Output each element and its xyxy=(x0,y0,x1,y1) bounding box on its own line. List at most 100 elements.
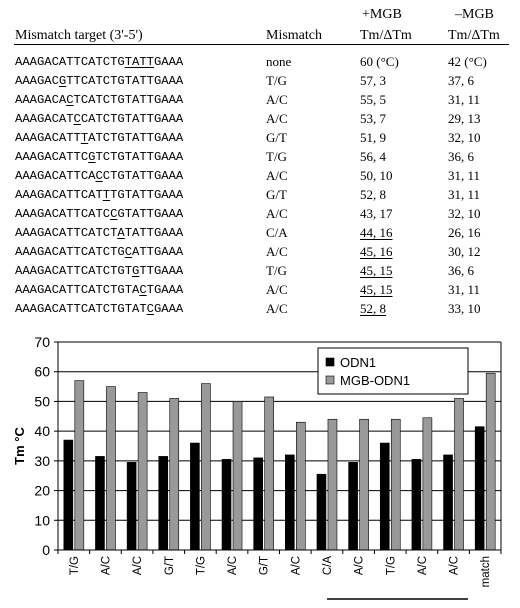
minus-mgb-value: 33, 10 xyxy=(448,301,481,316)
x-tick-label: A/C xyxy=(417,556,429,575)
x-tick-label: G/T xyxy=(164,556,176,575)
seq-mismatch-base: A xyxy=(117,226,125,240)
seq-post: CTGTATTGAAA xyxy=(102,169,184,183)
legend-swatch-mgb-odn1 xyxy=(325,375,335,385)
bar-odn1 xyxy=(285,454,295,551)
bar-odn1 xyxy=(443,454,453,551)
seq-pre: AAAGACATTCAT xyxy=(15,188,103,202)
plus-mgb-value: 45, 16 xyxy=(360,244,393,259)
minus-mgb-value: 32, 10 xyxy=(448,206,481,221)
bar-odn1 xyxy=(126,462,137,551)
mismatch-type: none xyxy=(266,54,292,69)
y-tick-label: 0 xyxy=(42,542,50,558)
header-minus-mgb: –MGB xyxy=(455,7,494,22)
y-tick-label: 60 xyxy=(34,364,50,380)
seq-post: ATTGAAA xyxy=(132,245,184,259)
mismatch-type: T/G xyxy=(266,73,287,88)
minus-mgb-value: 31, 11 xyxy=(448,168,481,183)
target-sequence: AAAGACATTCATCTGTGTTGAAA xyxy=(15,262,183,280)
bar-odn1 xyxy=(221,459,232,551)
x-tick-label: A/C xyxy=(290,556,302,575)
bar-odn1 xyxy=(474,426,485,551)
seq-pre: AAAGACATTCATCT xyxy=(15,226,118,240)
header-mismatch: Mismatch xyxy=(266,28,322,43)
bar-mgb-odn1 xyxy=(137,392,148,551)
mismatch-type: G/T xyxy=(266,187,287,202)
target-sequence: AAAGACACTCATCTGTATTGAAA xyxy=(15,91,183,109)
seq-mismatch-base: T xyxy=(80,131,89,145)
seq-post: TGTATTGAAA xyxy=(110,188,184,202)
x-tick-label: match xyxy=(480,556,492,587)
x-tick-label: G/T xyxy=(259,556,271,575)
table-row: AAAGACATTCATCTGTATCGAAA A/C 52, 8 33, 10 xyxy=(0,300,520,318)
y-tick-label: 40 xyxy=(34,423,50,439)
y-tick-label: 70 xyxy=(34,335,50,350)
table-row: AAAGACATTTATCTGTATTGAAA G/T 51, 9 32, 10 xyxy=(0,129,520,147)
mismatch-type: T/G xyxy=(266,263,287,278)
legend: ODN1 MGB-ODN1 xyxy=(317,347,469,395)
seq-post: GAAA xyxy=(153,302,184,316)
minus-mgb-value: 36, 6 xyxy=(448,149,474,164)
plus-mgb-value: 52, 8 xyxy=(360,301,386,316)
minus-mgb-value: 42 (°C) xyxy=(448,54,487,69)
bar-odn1 xyxy=(158,456,169,551)
target-sequence: AAAGACATTCATTTGTATTGAAA xyxy=(15,186,183,204)
y-tick-label: 20 xyxy=(34,483,50,499)
target-sequence: AAAGACATTCATCCGTATTGAAA xyxy=(15,205,183,223)
minus-mgb-value: 29, 13 xyxy=(448,111,481,126)
plus-mgb-value: 43, 17 xyxy=(360,206,393,221)
table-row: AAAGACATTCGTCTGTATTGAAA T/G 56, 4 36, 6 xyxy=(0,148,520,166)
bar-mgb-odn1 xyxy=(169,398,180,551)
table-row: AAAGACATTCATCTGTGTTGAAA T/G 45, 15 36, 6 xyxy=(0,262,520,280)
seq-mismatch-base: T xyxy=(102,188,111,202)
seq-pre: AAAGACAT xyxy=(15,112,74,126)
header-divider xyxy=(14,44,509,45)
seq-pre: AAAGACATTCA xyxy=(15,169,96,183)
minus-mgb-value: 31, 11 xyxy=(448,282,481,297)
seq-pre: AAAGAC xyxy=(15,74,59,88)
bar-mgb-odn1 xyxy=(296,421,306,551)
table-row: AAAGACATTCATCTGCATTGAAA A/C 45, 16 30, 12 xyxy=(0,243,520,261)
table-row: AAAGACGTTCATCTGTATTGAAA T/G 57, 3 37, 6 xyxy=(0,72,520,90)
legend-label-mgb-odn1: MGB-ODN1 xyxy=(340,373,410,388)
seq-pre: AAAGACATTCATC xyxy=(15,207,111,221)
plus-mgb-value: 44, 16 xyxy=(360,225,393,240)
seq-post: TCATCTGTATTGAAA xyxy=(73,93,184,107)
mismatch-type: A/C xyxy=(266,92,288,107)
bar-odn1 xyxy=(253,457,263,551)
seq-post: GAAA xyxy=(153,55,184,69)
mismatch-type: A/C xyxy=(266,301,288,316)
y-tick-label: 30 xyxy=(34,453,50,469)
target-sequence: AAAGACATTCATCTGCATTGAAA xyxy=(15,243,183,261)
seq-pre: AAAGACATTCATCTG xyxy=(15,245,125,259)
seq-mismatch-base: C xyxy=(139,283,147,297)
target-sequence: AAAGACATTCATCTGTACTGAAA xyxy=(15,281,183,299)
seq-mismatch-base: G xyxy=(88,150,96,164)
table-row: AAAGACATTCATTTGTATTGAAA G/T 52, 8 31, 11 xyxy=(0,186,520,204)
plus-mgb-value: 50, 10 xyxy=(360,168,393,183)
plus-mgb-value: 56, 4 xyxy=(360,149,386,164)
minus-mgb-value: 26, 16 xyxy=(448,225,481,240)
seq-mismatch-base: C xyxy=(110,207,118,221)
seq-post: CATCTGTATTGAAA xyxy=(80,112,184,126)
header-minus-tm: Tm/ΔTm xyxy=(448,28,500,43)
plus-mgb-value: 55, 5 xyxy=(360,92,386,107)
target-sequence: AAAGACATTCACCTGTATTGAAA xyxy=(15,167,183,185)
table-row: AAAGACATTCATCCGTATTGAAA A/C 43, 17 32, 10 xyxy=(0,205,520,223)
minus-mgb-value: 31, 11 xyxy=(448,187,481,202)
x-axis: T/G A/C A/C G/T T/G A/C G/T A/C C/A A/C T/G A/C A/C m… xyxy=(57,549,502,587)
minus-mgb-value: 32, 10 xyxy=(448,130,481,145)
bar-odn1 xyxy=(379,442,390,551)
bar-mgb-odn1 xyxy=(359,418,369,551)
seq-pre: AAAGACA xyxy=(15,93,67,107)
bar-mgb-odn1 xyxy=(106,386,116,551)
plus-mgb-value: 57, 3 xyxy=(360,73,386,88)
legend-swatch-odn1 xyxy=(325,357,335,367)
bar-mgb-odn1 xyxy=(390,418,401,551)
bars xyxy=(63,372,496,551)
x-tick-label: T/G xyxy=(195,556,207,575)
bar-odn1 xyxy=(316,473,327,551)
seq-mismatch-base: C xyxy=(66,93,74,107)
seq-pre: AAAGACATTCATCTGTA xyxy=(15,283,140,297)
x-tick-label: A/C xyxy=(227,556,239,575)
